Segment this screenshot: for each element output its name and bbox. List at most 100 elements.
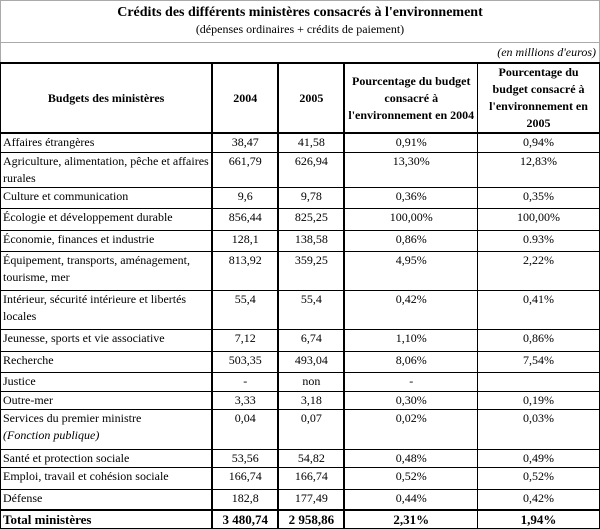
ministry-cell: Justice — [0, 371, 214, 392]
value-2005-cell: 138,58 — [277, 229, 346, 252]
ministry-cell: Économie, finances et industrie — [0, 229, 214, 252]
pct-2004-cell: 0,42% — [343, 289, 479, 330]
pct-2005-cell: 0,94% — [477, 132, 600, 153]
value-2005-cell: 166,74 — [277, 466, 346, 490]
ministry-label: Affaires étrangères — [3, 135, 95, 149]
ministry-cell: Jeunesse, sports et vie associative — [0, 328, 214, 352]
table-row: Culture et communication 9,6 9,78 0,36% 0,35… — [0, 186, 600, 209]
header-pct-2005: Pourcentage du budget consacré à l'envir… — [477, 62, 600, 134]
table-title-box: Crédits des différents ministères consac… — [0, 0, 600, 43]
ministry-note: (Fonction publique) — [3, 427, 100, 442]
table-row: Outre-mer 3,33 3,18 0,30% 0,19% — [0, 390, 600, 410]
value-2005-cell: 359,25 — [277, 250, 346, 291]
ministry-label: Économie, finances et industrie — [3, 231, 155, 246]
header-2005: 2005 — [277, 62, 346, 134]
ministry-cell: Agriculture, alimentation, pêche et affa… — [0, 151, 214, 188]
pct-2004-cell: 0,02% — [343, 408, 479, 450]
value-2004-cell: 0,04 — [211, 408, 280, 450]
table-row: Économie, finances et industrie 128,1 138,… — [0, 229, 600, 252]
ministry-cell: Services du premier ministre (Fonction pu… — [0, 408, 214, 450]
table-row: Justice - non - — [0, 371, 600, 392]
table-row: Services du premier ministre (Fonction pu… — [0, 408, 600, 450]
value-2004-cell: 55,4 — [211, 289, 280, 330]
ministry-label: Total ministères — [3, 512, 92, 527]
pct-2005-cell: 0,42% — [477, 488, 600, 511]
table-row: Emploi, travail et cohésion sociale 166,7… — [0, 466, 600, 490]
pct-2005-cell: 0,03% — [477, 408, 600, 450]
pct-2004-cell: 8,06% — [343, 350, 479, 373]
pct-2005-cell: 0,35% — [477, 186, 600, 209]
table-row: Défense 182,8 177,49 0,44% 0,42% — [0, 488, 600, 511]
total-row: Total ministères 3 480,74 2 958,86 2,31% 1,9… — [0, 509, 600, 529]
header-pct-2004: Pourcentage du budget consacré à l'envir… — [343, 62, 479, 134]
ministry-label: Intérieur, sécurité intérieure et libert… — [3, 291, 187, 323]
table-row: Santé et protection sociale 53,56 54,82 0,4… — [0, 448, 600, 468]
pct-2004-cell: 4,95% — [343, 250, 479, 291]
value-2004-cell: 661,79 — [211, 151, 280, 188]
pct-2005-cell: 12,83% — [477, 151, 600, 188]
ministry-cell: Défense — [0, 488, 214, 511]
pct-2004-cell: 2,31% — [343, 509, 479, 529]
ministry-label: Outre-mer — [3, 392, 53, 407]
ministry-label: Justice — [3, 373, 36, 388]
value-2005-cell: 493,04 — [277, 350, 346, 373]
ministry-cell: Recherche — [0, 350, 214, 373]
table-row: Équipement, transports, aménagement, tou… — [0, 250, 600, 291]
value-2004-cell: 128,1 — [211, 229, 280, 252]
value-2005-cell: 3,18 — [277, 390, 346, 410]
value-2004-cell: 813,92 — [211, 250, 280, 291]
header-row: Budgets des ministères 2004 2005 Pourcen… — [0, 62, 600, 134]
pct-2005-cell: 100,00% — [477, 207, 600, 231]
pct-2004-cell: 0,48% — [343, 448, 479, 468]
table-row: Agriculture, alimentation, pêche et affa… — [0, 151, 600, 188]
value-2005-cell: 2 958,86 — [277, 509, 346, 529]
pct-2005-cell: 0,19% — [477, 390, 600, 410]
table-row: Affaires étrangères 38,47 41,58 0,91% 0,94% — [0, 132, 600, 153]
ministry-cell: Total ministères — [0, 509, 214, 529]
value-2005-cell: 55,4 — [277, 289, 346, 330]
pct-2005-cell: 1,94% — [477, 509, 600, 529]
value-2004-cell: 503,35 — [211, 350, 280, 373]
value-2005-cell: 825,25 — [277, 207, 346, 231]
ministry-label: Culture et communication — [3, 188, 129, 203]
value-2004-cell: 166,74 — [211, 466, 280, 490]
budget-table: Budgets des ministères 2004 2005 Pourcen… — [0, 62, 600, 529]
ministry-label: Agriculture, alimentation, pêche et affa… — [3, 153, 209, 185]
pct-2005-cell: 0,86% — [477, 328, 600, 352]
ministry-label: Recherche — [3, 352, 54, 367]
ministry-label: Jeunesse, sports et vie associative — [3, 330, 165, 345]
ministry-cell: Intérieur, sécurité intérieure et libert… — [0, 289, 214, 330]
pct-2005-cell: 2,22% — [477, 250, 600, 291]
value-2004-cell: 856,44 — [211, 207, 280, 231]
ministry-cell: Affaires étrangères — [0, 132, 214, 153]
value-2005-cell: 0,07 — [277, 408, 346, 450]
ministry-label: Emploi, travail et cohésion sociale — [3, 468, 169, 483]
value-2005-cell: non — [277, 371, 346, 392]
pct-2004-cell: 0,30% — [343, 390, 479, 410]
ministry-cell: Outre-mer — [0, 390, 214, 410]
table-row: Jeunesse, sports et vie associative 7,12 6… — [0, 328, 600, 352]
table-subtitle: (dépenses ordinaires + crédits de paieme… — [195, 22, 405, 36]
table-row: Écologie et développement durable 856,44 8… — [0, 207, 600, 231]
value-2004-cell: 182,8 — [211, 488, 280, 511]
pct-2004-cell: 0,36% — [343, 186, 479, 209]
ministry-label: Écologie et développement durable — [3, 209, 173, 224]
pct-2005-cell: 7,54% — [477, 350, 600, 373]
value-2004-cell: 7,12 — [211, 328, 280, 352]
table-body: Affaires étrangères 38,47 41,58 0,91% 0,94% A… — [0, 132, 600, 529]
pct-2004-cell: 0,86% — [343, 229, 479, 252]
table-row: Recherche 503,35 493,04 8,06% 7,54% — [0, 350, 600, 373]
value-2004-cell: 38,47 — [211, 132, 280, 153]
ministry-label: Équipement, transports, aménagement, tou… — [3, 252, 190, 284]
ministry-label: Services du premier ministre — [3, 410, 142, 425]
pct-2005-cell: 0.93% — [477, 229, 600, 252]
value-2005-cell: 54,82 — [277, 448, 346, 468]
pct-2004-cell: 1,10% — [343, 328, 479, 352]
ministry-cell: Culture et communication — [0, 186, 214, 209]
header-2004: 2004 — [211, 62, 280, 134]
ministry-label: Défense — [3, 490, 43, 505]
pct-2005-cell: 0,41% — [477, 289, 600, 330]
pct-2004-cell: 0,44% — [343, 488, 479, 511]
ministry-cell: Emploi, travail et cohésion sociale — [0, 466, 214, 490]
pct-2004-cell: 0,52% — [343, 466, 479, 490]
